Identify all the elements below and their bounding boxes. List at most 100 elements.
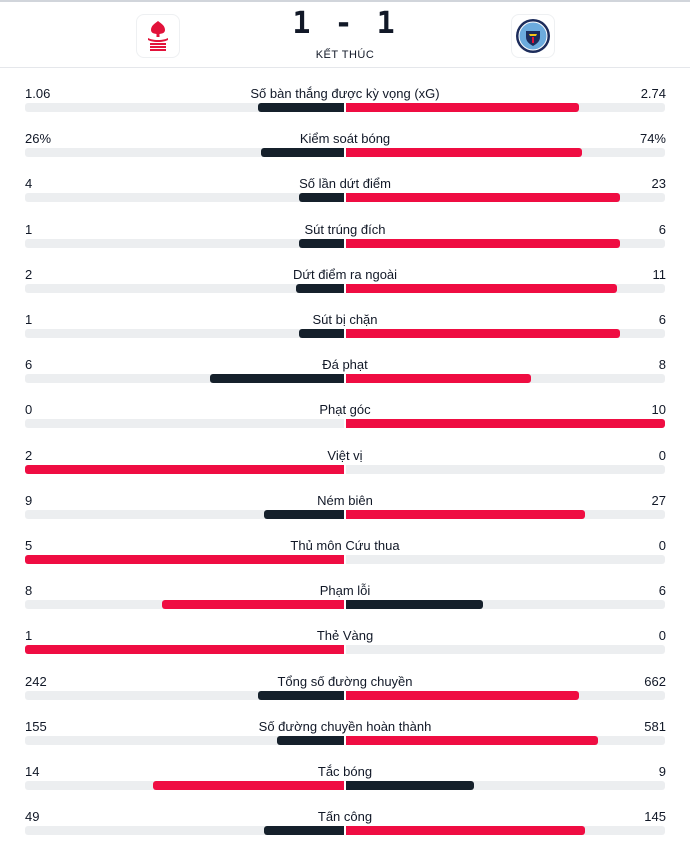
home-stat-bar xyxy=(277,735,344,745)
home-stat-bar xyxy=(25,464,344,474)
stat-row: 242 Tổng số đường chuyền 662 xyxy=(0,674,690,719)
stat-label: Kiểm soát bóng xyxy=(299,131,391,147)
away-stat-bar-track xyxy=(346,645,665,655)
away-stat-value: 9 xyxy=(658,764,666,779)
stat-row: 4 Số lần dứt điểm 23 xyxy=(0,176,690,221)
home-stat-value: 1 xyxy=(25,312,33,327)
stat-label: Tổng số đường chuyền xyxy=(277,673,413,689)
home-stat-bar xyxy=(162,600,344,610)
away-stat-bar xyxy=(346,283,618,293)
home-stat-value: 14 xyxy=(25,764,40,779)
home-stat-bar xyxy=(299,238,344,248)
home-stat-bar-track xyxy=(25,735,344,745)
match-header: 1 - 1 KẾT THÚC xyxy=(0,0,690,68)
stat-label: Tấn công xyxy=(317,809,373,825)
stat-row: 2 Việt vị 0 xyxy=(0,448,690,493)
away-stat-bar-track xyxy=(346,464,665,474)
home-stat-value: 1 xyxy=(25,221,33,237)
away-stat-value: 0 xyxy=(658,628,666,644)
home-stat-value: 155 xyxy=(25,718,47,734)
away-stat-bar xyxy=(346,419,665,429)
home-stat-bar-track xyxy=(25,238,344,248)
home-team-logo[interactable] xyxy=(136,14,180,58)
match-status: KẾT THÚC xyxy=(315,49,375,61)
home-stat-value: 5 xyxy=(25,538,33,553)
away-stat-bar-track xyxy=(346,600,665,610)
away-stat-value: 10 xyxy=(651,402,666,418)
home-stat-value: 2 xyxy=(25,266,33,282)
away-stat-bar-track xyxy=(346,193,665,203)
home-stat-bar-track xyxy=(25,781,344,790)
stat-label: Thủ môn Cứu thua xyxy=(290,538,400,553)
stat-row: 1.06 Số bàn thắng được kỳ vọng (xG) 2.74 xyxy=(0,86,690,131)
away-stat-bar-track xyxy=(346,826,665,836)
home-stat-bar-track xyxy=(25,329,344,338)
manchester-city-crest-icon xyxy=(516,19,550,53)
stat-label: Phạt góc xyxy=(319,402,371,418)
home-stat-bar-track xyxy=(25,419,344,429)
stat-label: Sút bị chặn xyxy=(312,312,378,327)
away-stat-value: 6 xyxy=(658,221,666,237)
home-stat-bar-track xyxy=(25,555,344,564)
stat-label: Thẻ Vàng xyxy=(316,628,374,644)
home-stat-value: 26% xyxy=(25,131,52,147)
away-stat-bar-track xyxy=(346,238,665,248)
away-stat-bar-track xyxy=(346,329,665,338)
stat-label: Đá phạt xyxy=(322,357,368,373)
home-stat-bar xyxy=(261,148,344,158)
stat-row: 1 Sút trúng đích 6 xyxy=(0,222,690,267)
home-stat-value: 242 xyxy=(25,673,47,689)
home-stat-bar xyxy=(299,193,344,203)
home-stat-value: 2 xyxy=(25,447,33,463)
away-stat-value: 23 xyxy=(651,176,666,192)
stat-label: Tắc bóng xyxy=(317,764,373,779)
away-stat-bar xyxy=(346,374,532,384)
away-stat-value: 6 xyxy=(658,312,666,327)
stat-row: 9 Ném biên 27 xyxy=(0,493,690,538)
away-stat-value: 27 xyxy=(651,492,666,508)
home-stat-bar xyxy=(264,826,344,836)
away-stat-bar xyxy=(346,329,621,338)
away-stat-bar xyxy=(346,600,484,610)
away-stat-value: 74% xyxy=(639,131,666,147)
home-stat-value: 6 xyxy=(25,357,33,373)
home-stat-bar xyxy=(210,374,344,384)
away-stat-bar-track xyxy=(346,509,665,519)
away-stat-bar-track xyxy=(346,735,665,745)
home-stat-value: 0 xyxy=(25,402,33,418)
home-stat-bar-track xyxy=(25,374,344,384)
away-stat-bar-track xyxy=(346,419,665,429)
away-stat-bar xyxy=(346,735,598,745)
stat-label: Số lần dứt điểm xyxy=(299,176,391,192)
home-stat-value: 4 xyxy=(25,176,33,192)
home-stat-bar-track xyxy=(25,103,344,112)
stat-label: Phạm lỗi xyxy=(319,583,371,599)
stat-row: 1 Sút bị chặn 6 xyxy=(0,312,690,357)
home-stat-bar-track xyxy=(25,600,344,610)
home-stat-bar xyxy=(257,103,344,112)
home-stat-bar-track xyxy=(25,464,344,474)
away-team-logo[interactable] xyxy=(511,14,555,58)
home-stat-value: 49 xyxy=(25,809,40,825)
home-stat-bar xyxy=(264,509,344,519)
stat-label: Số bàn thắng được kỳ vọng (xG) xyxy=(250,86,440,101)
away-stat-bar xyxy=(346,238,621,248)
away-stat-bar xyxy=(346,103,579,112)
away-stat-bar-track xyxy=(346,283,665,293)
stat-label: Số đường chuyền hoàn thành xyxy=(258,718,432,734)
stat-row: 0 Phạt góc 10 xyxy=(0,402,690,447)
stat-row: 49 Tấn công 145 xyxy=(0,809,690,847)
home-stat-value: 1 xyxy=(25,628,33,644)
home-stat-bar-track xyxy=(25,645,344,655)
away-stat-bar xyxy=(346,781,474,790)
home-stat-bar xyxy=(257,690,344,700)
stat-label: Việt vị xyxy=(327,447,363,463)
away-stat-bar-track xyxy=(346,555,665,564)
away-stat-bar-track xyxy=(346,103,665,112)
home-stat-bar-track xyxy=(25,826,344,836)
home-stat-value: 1.06 xyxy=(25,86,51,101)
away-stat-bar xyxy=(346,148,583,158)
stat-row: 155 Số đường chuyền hoàn thành 581 xyxy=(0,719,690,764)
stat-label: Sút trúng đích xyxy=(304,221,386,237)
stat-label: Ném biên xyxy=(317,492,373,508)
